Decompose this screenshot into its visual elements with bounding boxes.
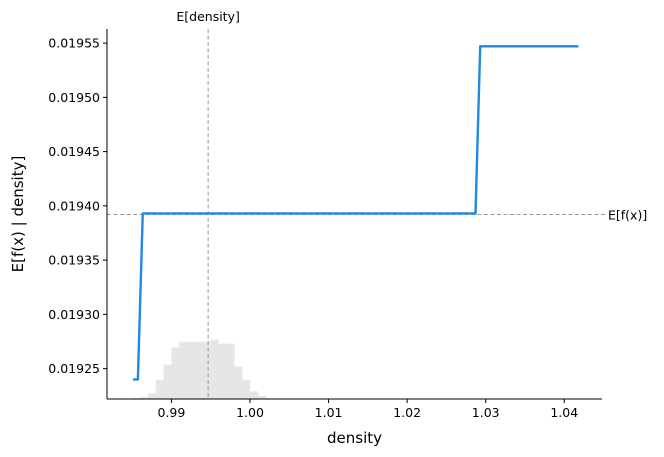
y-tick-label: 0.01930 — [48, 307, 100, 322]
x-tick-label: 1.02 — [393, 405, 421, 420]
histogram-bar — [210, 339, 219, 399]
x-tick-label: 0.99 — [158, 405, 186, 420]
histogram-bar — [163, 364, 172, 399]
axes — [106, 29, 602, 400]
x-tick-label: 1.04 — [550, 405, 578, 420]
histogram-bar — [147, 393, 157, 399]
ticks: 0.99 1.00 1.01 1.02 1.03 1.04 0.01925 0.01930 0.… — [48, 36, 578, 420]
y-tick-label: 0.01925 — [48, 361, 100, 376]
y-tick-label: 0.01955 — [48, 36, 100, 51]
y-tick-label: 0.01950 — [48, 90, 100, 105]
expected-density-label: E[density] — [176, 9, 239, 24]
histogram-bar — [226, 343, 235, 399]
x-axis-title: density — [327, 429, 382, 447]
expected-output-label: E[f(x)] — [608, 208, 647, 223]
y-axis-title: E[f(x) | density] — [9, 156, 27, 273]
y-tick-label: 0.01935 — [48, 253, 100, 268]
histogram-bar — [257, 395, 267, 399]
series-line — [133, 45, 579, 381]
x-tick-label: 1.00 — [236, 405, 264, 420]
histogram-bar — [218, 343, 227, 399]
histogram-bar — [250, 391, 259, 399]
y-tick-label: 0.01945 — [48, 144, 100, 159]
histogram-bar — [171, 347, 180, 399]
histogram-bar — [187, 341, 196, 399]
x-tick-label: 1.03 — [472, 405, 500, 420]
histogram-bar — [195, 341, 204, 399]
x-tick-label: 1.01 — [315, 405, 343, 420]
histogram-bar — [132, 397, 141, 399]
histogram-bar — [179, 341, 188, 399]
histogram-bar — [242, 379, 251, 399]
histogram-bar — [234, 366, 243, 399]
histogram — [132, 339, 274, 399]
series-lines — [133, 45, 579, 381]
histogram-bar — [202, 341, 212, 399]
y-tick-label: 0.01940 — [48, 198, 100, 213]
histogram-bar — [155, 379, 164, 399]
histogram-bar — [140, 397, 149, 399]
